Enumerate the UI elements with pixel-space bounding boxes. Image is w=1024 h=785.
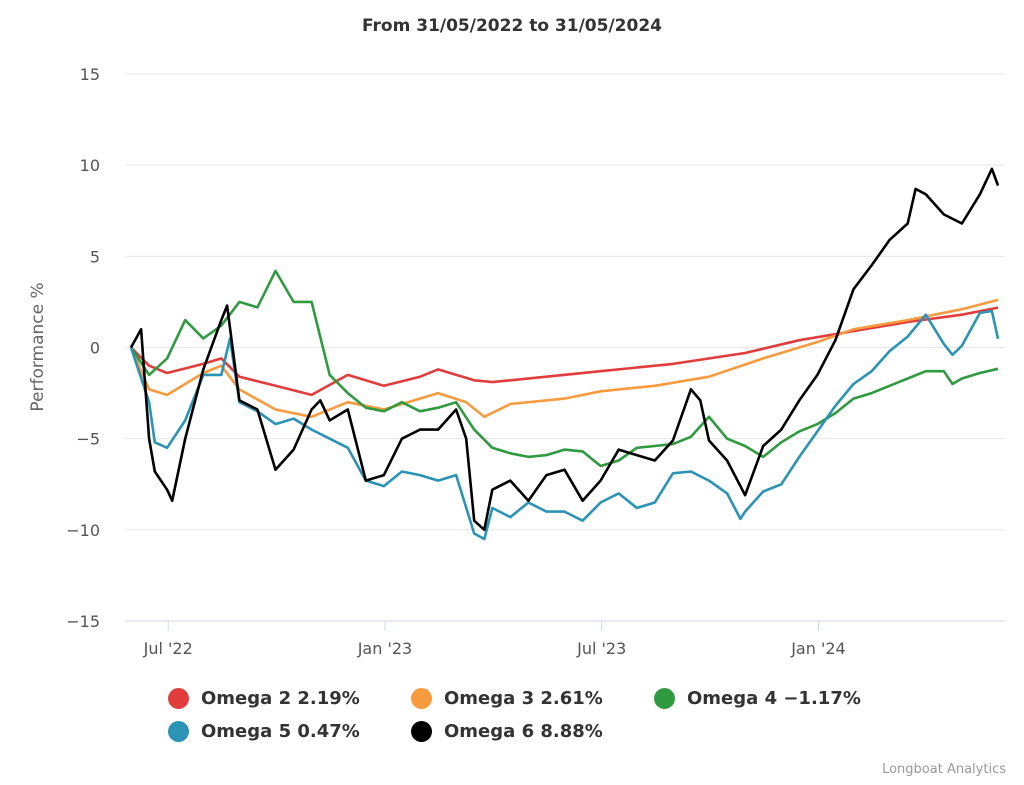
grid-lines xyxy=(125,73,1005,622)
x-tick-label: Jan '23 xyxy=(357,639,413,658)
legend-label: Omega 6 8.88% xyxy=(444,721,603,742)
y-tick-label: −5 xyxy=(76,430,100,449)
series-line-omega-3 xyxy=(129,298,999,419)
legend-label: Omega 4 −1.17% xyxy=(687,688,861,709)
y-tick-label: 15 xyxy=(80,65,100,84)
legend-label: Omega 3 2.61% xyxy=(444,688,603,709)
legend-dot-icon xyxy=(654,688,675,709)
y-tick-label: 10 xyxy=(80,156,100,175)
legend-item-omega-4[interactable]: Omega 4 −1.17% xyxy=(654,688,861,709)
series-line-omega-2 xyxy=(130,306,999,397)
legend-item-omega-6[interactable]: Omega 6 8.88% xyxy=(411,721,603,742)
y-tick-label: −10 xyxy=(66,521,100,540)
legend-label: Omega 5 0.47% xyxy=(201,721,360,742)
y-tick-label: 0 xyxy=(90,339,100,358)
legend-dot-icon xyxy=(168,688,189,709)
x-tick-label: Jul '22 xyxy=(143,639,193,658)
chart-title: From 31/05/2022 to 31/05/2024 xyxy=(362,16,662,36)
x-tick-label: Jul '23 xyxy=(576,639,626,658)
credit-link[interactable]: Longboat Analytics xyxy=(882,762,1006,777)
y-axis-ticks: 15 10 5 0 −5 −10 −15 xyxy=(66,65,100,631)
legend-dot-icon xyxy=(411,721,432,742)
series-line-omega-4 xyxy=(129,269,999,468)
y-axis-label: Performance % xyxy=(28,282,48,411)
series-lines xyxy=(129,167,1000,541)
x-tick-label: Jan '24 xyxy=(790,639,846,658)
series-line-omega-6 xyxy=(129,167,1000,532)
legend-item-omega-5[interactable]: Omega 5 0.47% xyxy=(168,721,360,742)
y-tick-label: −15 xyxy=(66,612,100,631)
x-axis-ticks: Jul '22 Jan '23 Jul '23 Jan '24 xyxy=(143,621,846,658)
legend-label: Omega 2 2.19% xyxy=(201,688,360,709)
y-tick-label: 5 xyxy=(90,247,100,266)
legend-item-omega-2[interactable]: Omega 2 2.19% xyxy=(168,688,360,709)
legend-item-omega-3[interactable]: Omega 3 2.61% xyxy=(411,688,603,709)
legend-dot-icon xyxy=(411,688,432,709)
legend-dot-icon xyxy=(168,721,189,742)
